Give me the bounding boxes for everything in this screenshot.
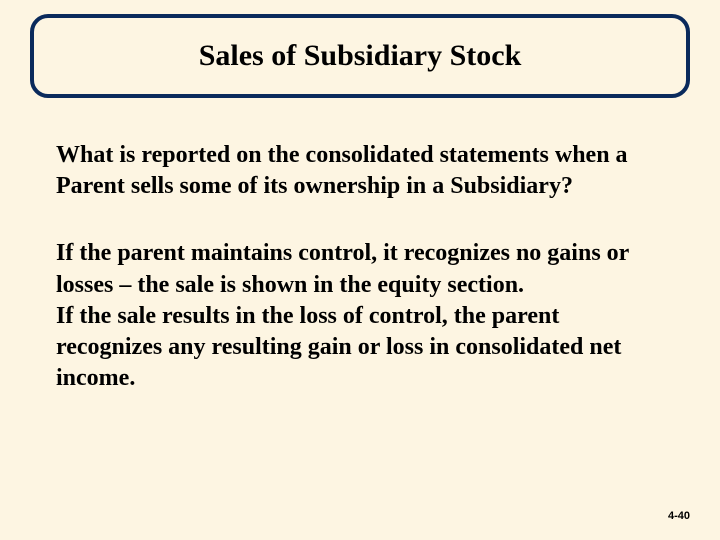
slide-title: Sales of Subsidiary Stock — [199, 39, 522, 73]
answer-part-1: If the parent maintains control, it reco… — [56, 240, 629, 297]
answer-text: If the parent maintains control, it reco… — [56, 238, 664, 394]
title-box: Sales of Subsidiary Stock — [30, 14, 690, 98]
slide-number: 4-40 — [668, 510, 690, 522]
slide-content: What is reported on the consolidated sta… — [56, 140, 664, 394]
answer-part-2: If the sale results in the loss of contr… — [56, 303, 621, 391]
question-text: What is reported on the consolidated sta… — [56, 140, 664, 202]
